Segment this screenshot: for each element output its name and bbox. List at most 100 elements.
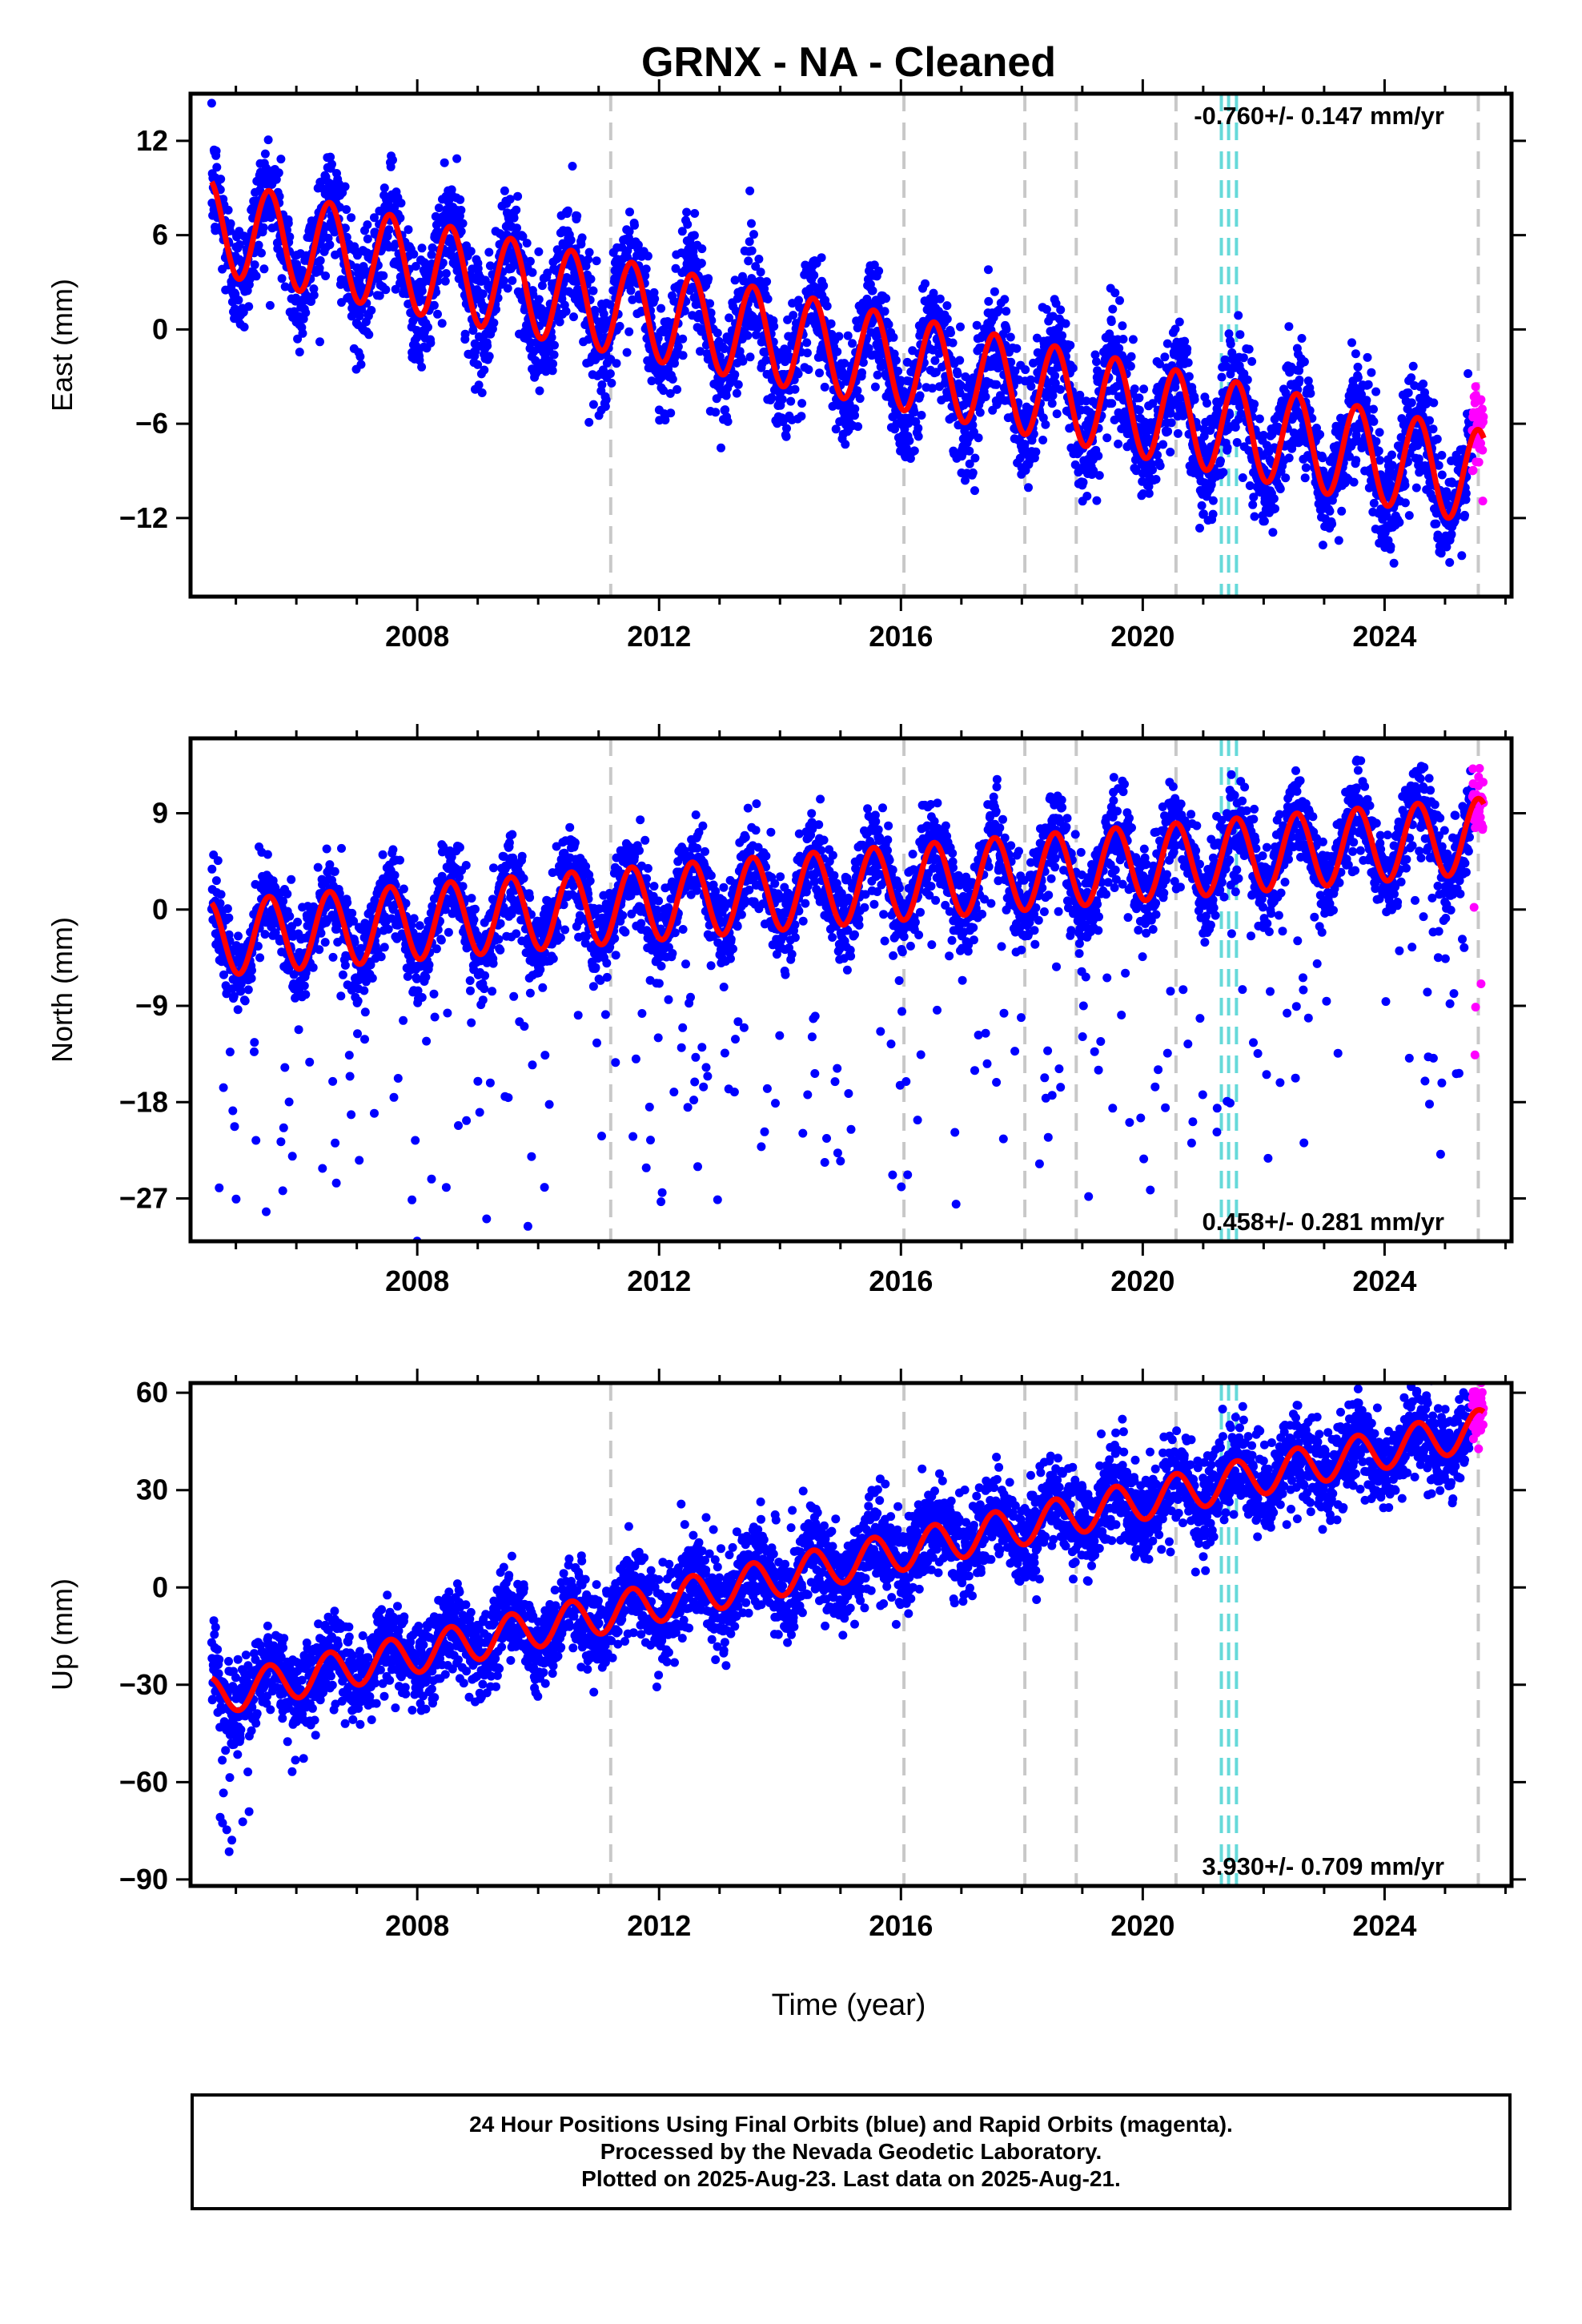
- data-point: [315, 945, 324, 955]
- data-point: [706, 308, 716, 318]
- data-point: [855, 394, 865, 404]
- data-point: [321, 271, 331, 280]
- data-point: [274, 168, 283, 178]
- data-point: [1369, 404, 1378, 414]
- data-point: [647, 376, 656, 386]
- data-point: [1002, 307, 1011, 316]
- data-point: [427, 250, 436, 259]
- data-point: [1478, 445, 1488, 455]
- data-point: [992, 380, 1002, 389]
- data-point: [1047, 399, 1057, 408]
- data-point: [313, 862, 323, 872]
- data-point: [913, 432, 923, 441]
- data-point: [1052, 409, 1062, 419]
- data-point: [1428, 424, 1438, 434]
- data-point: [417, 286, 427, 296]
- data-point: [1445, 557, 1455, 567]
- data-point: [458, 219, 468, 228]
- data-point: [1082, 492, 1092, 501]
- data-point: [1038, 436, 1048, 444]
- data-point: [1351, 456, 1361, 465]
- data-point: [363, 234, 372, 243]
- data-point: [284, 1097, 294, 1107]
- data-point: [356, 360, 366, 369]
- data-point: [247, 966, 256, 975]
- data-point: [677, 227, 687, 236]
- data-point: [534, 247, 544, 256]
- data-point: [1318, 541, 1327, 550]
- data-point: [411, 262, 420, 271]
- data-point: [239, 308, 248, 317]
- data-point: [441, 269, 451, 278]
- data-point: [207, 99, 216, 108]
- data-point: [409, 914, 419, 923]
- data-point: [671, 263, 681, 273]
- data-point: [503, 283, 512, 293]
- data-point: [250, 260, 259, 270]
- data-point: [1318, 453, 1327, 463]
- data-point: [853, 422, 863, 432]
- data-point: [1041, 420, 1050, 429]
- data-point: [399, 884, 408, 894]
- data-point: [1110, 288, 1120, 298]
- data-point: [396, 855, 404, 865]
- data-point: [1474, 457, 1484, 467]
- data-point: [1334, 536, 1343, 545]
- data-point: [347, 1110, 356, 1120]
- data-point: [1431, 519, 1441, 529]
- data-point: [762, 277, 772, 287]
- data-point: [357, 305, 367, 314]
- data-point: [793, 369, 803, 379]
- data-point: [1092, 357, 1101, 367]
- data-point: [212, 163, 222, 172]
- data-point: [223, 904, 232, 914]
- data-point: [782, 424, 791, 433]
- x-tick-label: 2012: [627, 620, 691, 653]
- data-point: [917, 411, 926, 420]
- data-point: [956, 322, 965, 332]
- data-point: [915, 391, 925, 400]
- data-point: [1414, 454, 1423, 464]
- data-point: [301, 990, 311, 999]
- data-point: [255, 953, 265, 963]
- data-point: [399, 1015, 408, 1025]
- data-point: [1395, 517, 1404, 527]
- data-point: [522, 239, 532, 248]
- data-point: [1457, 551, 1467, 561]
- data-point: [456, 206, 466, 215]
- data-point: [853, 386, 862, 396]
- data-point: [704, 274, 713, 283]
- data-point: [305, 1057, 315, 1067]
- data-point: [328, 1076, 338, 1086]
- data-point: [262, 1207, 271, 1216]
- data-point: [512, 205, 521, 215]
- data-point: [1006, 332, 1015, 342]
- data-point: [981, 392, 990, 401]
- data-point: [953, 369, 962, 379]
- data-point: [1216, 456, 1225, 465]
- data-point: [678, 351, 688, 360]
- plot-area: [207, 738, 1488, 1255]
- data-point: [1068, 364, 1078, 373]
- data-point: [343, 898, 352, 907]
- data-point: [260, 149, 270, 159]
- data-point: [290, 1246, 299, 1255]
- data-point: [711, 408, 721, 417]
- data-point: [673, 342, 683, 352]
- data-point: [433, 309, 442, 319]
- y-axis-label: East (mm): [46, 279, 78, 412]
- data-point: [466, 247, 476, 256]
- data-point: [730, 275, 740, 285]
- data-point: [588, 286, 598, 296]
- y-tick-label: 6: [152, 219, 168, 251]
- data-point: [499, 276, 508, 285]
- data-point: [1284, 322, 1294, 332]
- data-point: [309, 291, 319, 300]
- data-point: [211, 147, 221, 155]
- data-point: [624, 327, 634, 336]
- y-tick-label: 0: [152, 312, 168, 345]
- data-point: [489, 318, 499, 328]
- data-point: [347, 213, 356, 223]
- data-point: [360, 1007, 370, 1017]
